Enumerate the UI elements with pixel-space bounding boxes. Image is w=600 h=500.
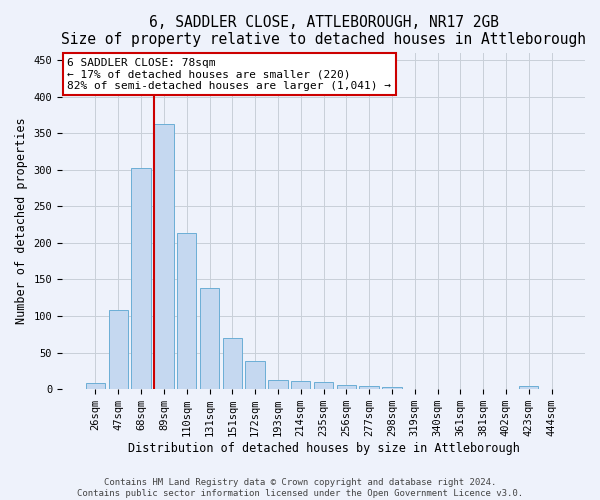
Bar [154, 124, 173, 389]
Bar [177, 234, 196, 389]
Bar [131, 168, 151, 389]
Bar [268, 380, 287, 389]
Bar [223, 338, 242, 389]
Bar [245, 362, 265, 389]
Bar [519, 386, 538, 389]
Text: 6 SADDLER CLOSE: 78sqm
← 17% of detached houses are smaller (220)
82% of semi-de: 6 SADDLER CLOSE: 78sqm ← 17% of detached… [67, 58, 391, 91]
Bar [291, 381, 310, 389]
Bar [314, 382, 333, 389]
X-axis label: Distribution of detached houses by size in Attleborough: Distribution of detached houses by size … [128, 442, 520, 455]
Text: Contains HM Land Registry data © Crown copyright and database right 2024.
Contai: Contains HM Land Registry data © Crown c… [77, 478, 523, 498]
Bar [109, 310, 128, 389]
Bar [359, 386, 379, 389]
Bar [200, 288, 219, 389]
Y-axis label: Number of detached properties: Number of detached properties [15, 118, 28, 324]
Title: 6, SADDLER CLOSE, ATTLEBOROUGH, NR17 2GB
Size of property relative to detached h: 6, SADDLER CLOSE, ATTLEBOROUGH, NR17 2GB… [61, 15, 586, 48]
Bar [337, 385, 356, 389]
Bar [86, 382, 105, 389]
Bar [382, 387, 401, 389]
